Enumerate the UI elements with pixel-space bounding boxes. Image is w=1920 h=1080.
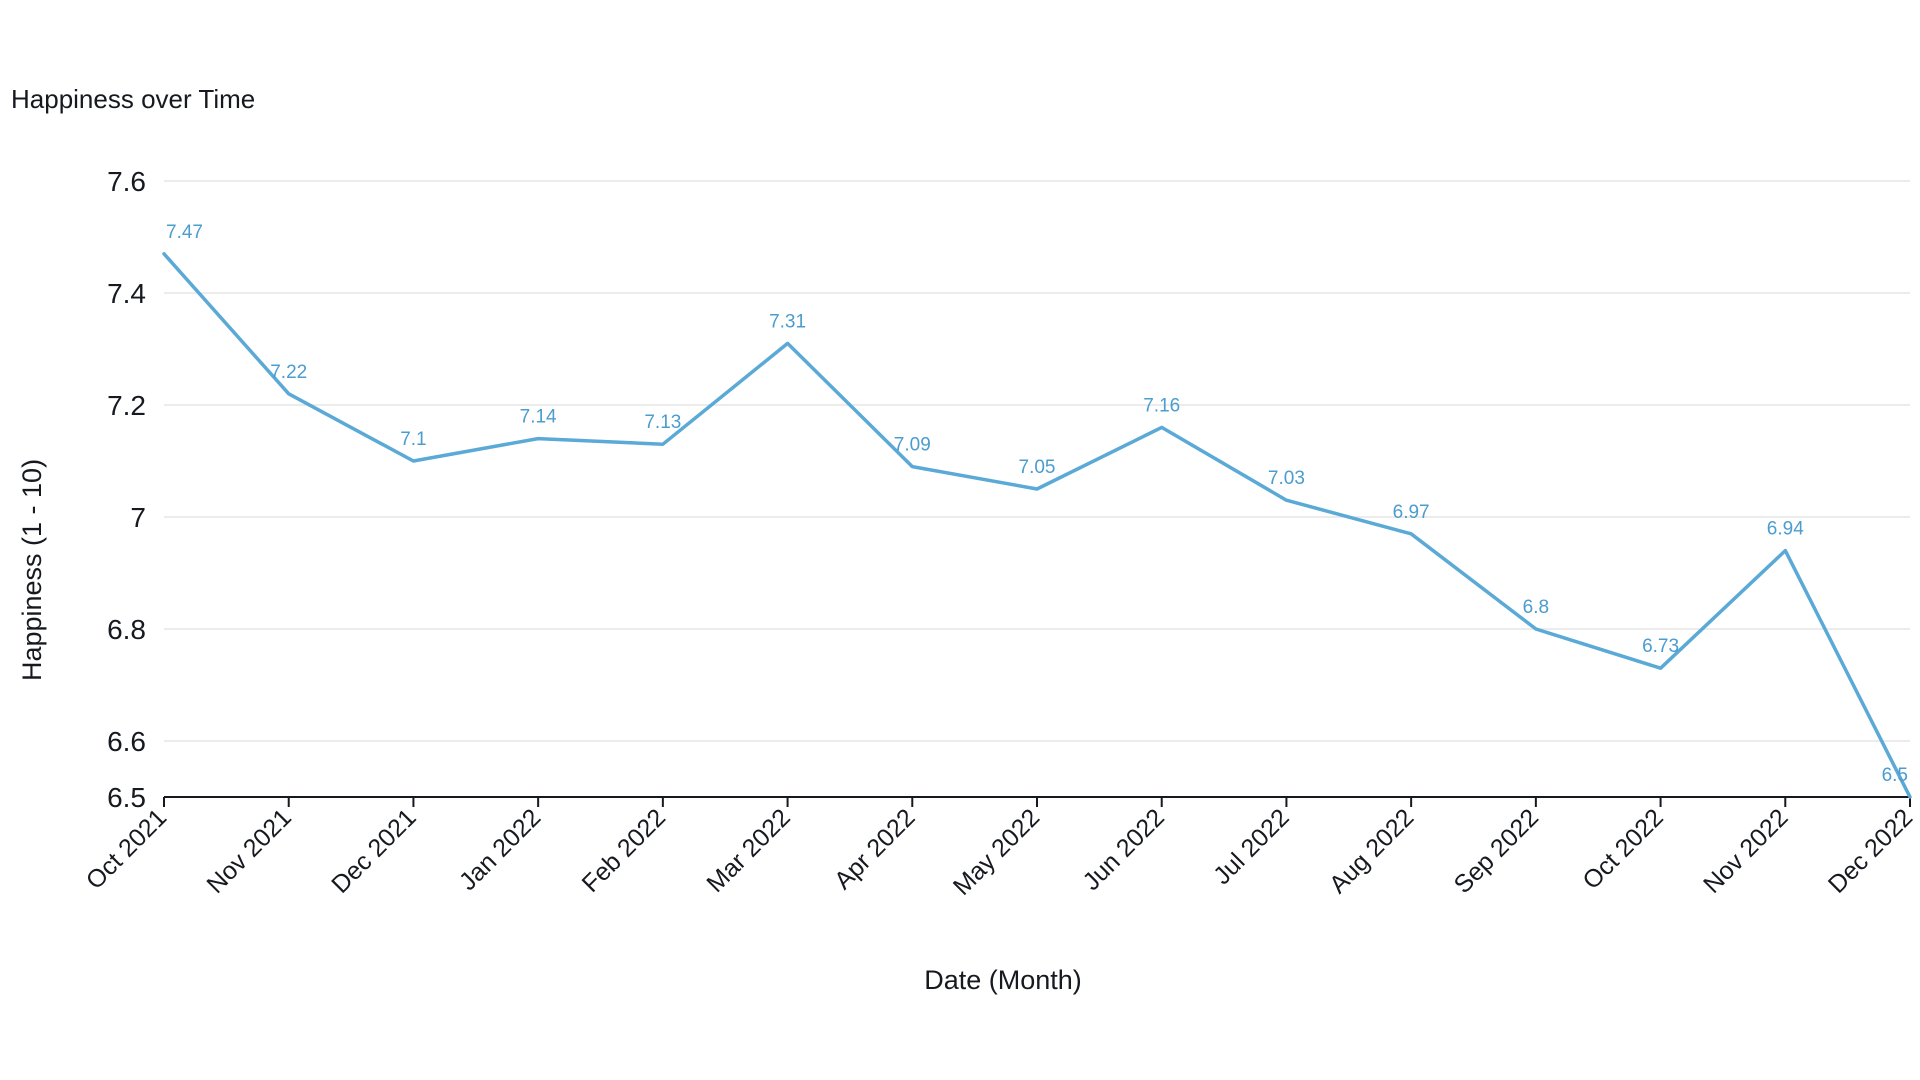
data-label: 7.31: [769, 311, 806, 332]
data-label: 6.8: [1523, 597, 1549, 618]
y-tick-label: 6.6: [107, 726, 146, 757]
y-tick-label: 6.8: [107, 614, 146, 645]
x-tick-label: Oct 2022: [1577, 803, 1669, 895]
y-tick-label: 6.5: [107, 782, 146, 813]
x-tick-label: Nov 2022: [1698, 803, 1793, 898]
x-tick-label: Nov 2021: [201, 803, 296, 898]
x-tick-label: Jul 2022: [1208, 803, 1295, 890]
y-tick-label: 7: [130, 502, 146, 533]
data-label: 7.14: [520, 407, 557, 428]
y-axis-label: Happiness (1 - 10): [17, 459, 47, 681]
x-tick-label: Jun 2022: [1077, 803, 1170, 896]
data-label: 6.94: [1767, 519, 1804, 540]
data-label: 7.13: [644, 412, 681, 433]
y-tick-label: 7.2: [107, 390, 146, 421]
data-label: 7.1: [400, 429, 426, 450]
x-tick-label: Aug 2022: [1324, 803, 1419, 898]
data-label: 7.22: [270, 362, 307, 383]
data-labels: 7.47 7.22 7.1 7.14 7.13 7.31 7.09 7.05 7.16 7.03 6…: [166, 222, 1908, 786]
x-tick-label: Dec 2021: [326, 803, 421, 898]
y-tick-label: 7.6: [107, 166, 146, 197]
data-label: 7.09: [894, 435, 931, 456]
data-label: 7.47: [166, 222, 203, 243]
data-label: 7.03: [1268, 468, 1305, 489]
data-label: 7.16: [1143, 395, 1180, 416]
y-axis-ticks: 6.5 6.6 6.8 7 7.2 7.4 7.6: [107, 166, 146, 813]
y-tick-label: 7.4: [107, 278, 146, 309]
data-label: 7.05: [1019, 457, 1056, 478]
series-line: [162, 252, 1912, 799]
data-label: 6.73: [1642, 636, 1679, 657]
x-tick-label: Feb 2022: [577, 803, 671, 897]
x-axis-label: Date (Month): [924, 965, 1082, 995]
data-label: 6.97: [1393, 502, 1430, 523]
x-tick-label: Mar 2022: [701, 803, 795, 897]
data-label: 6.5: [1882, 765, 1908, 786]
chart-title: Happiness over Time: [11, 84, 256, 114]
x-tick-label: Jan 2022: [454, 803, 547, 896]
x-tick-label: Apr 2022: [829, 803, 921, 895]
x-tick-label: Dec 2022: [1823, 803, 1918, 898]
x-tick-label: May 2022: [948, 803, 1045, 900]
x-tick-label: Oct 2021: [81, 803, 173, 895]
x-axis: Oct 2021 Nov 2021 Dec 2021 Jan 2022 Feb 2022…: [81, 796, 1918, 901]
grid-lines: [164, 180, 1910, 742]
x-tick-label: Sep 2022: [1449, 803, 1544, 898]
happiness-line: [162, 252, 1912, 799]
